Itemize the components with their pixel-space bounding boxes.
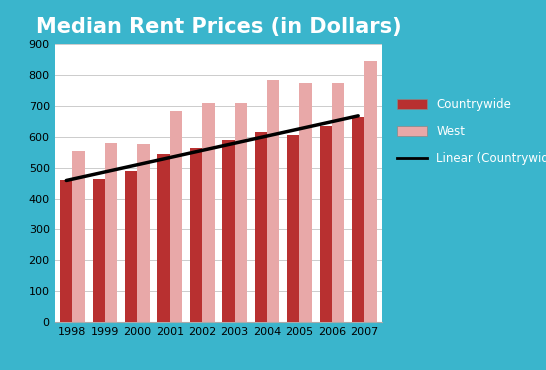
Bar xyxy=(235,103,247,322)
Bar xyxy=(267,80,280,322)
Bar xyxy=(125,171,137,322)
Bar xyxy=(157,154,170,322)
Legend: Countrywide, West, Linear (Countrywide): Countrywide, West, Linear (Countrywide) xyxy=(391,92,546,171)
Bar xyxy=(60,180,73,322)
Bar xyxy=(222,140,235,322)
Bar xyxy=(170,111,182,322)
Bar xyxy=(190,148,202,322)
Bar xyxy=(332,83,344,322)
Bar xyxy=(73,151,85,322)
Bar xyxy=(255,132,267,322)
Title: Median Rent Prices (in Dollars): Median Rent Prices (in Dollars) xyxy=(35,17,401,37)
Bar xyxy=(319,126,332,322)
Bar xyxy=(300,83,312,322)
Bar xyxy=(352,117,364,322)
Bar xyxy=(105,143,117,322)
Bar xyxy=(364,61,377,322)
Bar xyxy=(137,144,150,322)
Bar xyxy=(202,103,215,322)
Bar xyxy=(93,179,105,322)
Bar xyxy=(287,135,300,322)
